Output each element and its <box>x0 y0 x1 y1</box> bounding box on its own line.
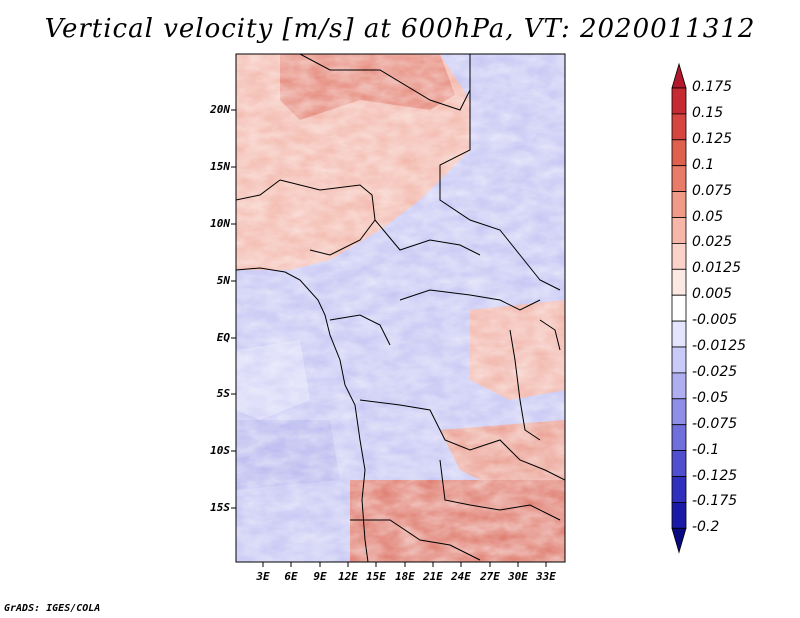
colorbar-top-arrow <box>671 62 687 89</box>
colorbar-segment <box>671 501 687 529</box>
chart-title: Vertical velocity [m/s] at 600hPa, VT: 2… <box>44 14 756 44</box>
grads-credit: GrADS: IGES/COLA <box>4 603 101 614</box>
lon-label-18e: 18E <box>395 570 415 583</box>
velocity-field <box>236 54 565 562</box>
colorbar-segment <box>671 242 687 270</box>
colorbar-label: -0.0125 <box>692 338 747 354</box>
colorbar-segment <box>671 165 687 192</box>
colorbar-label: -0.05 <box>692 389 729 406</box>
colorbar-segment <box>671 268 687 296</box>
colorbar-segment <box>671 372 687 400</box>
colorbar-label: 0.05 <box>692 208 724 225</box>
colorbar-label: 0.075 <box>692 182 733 199</box>
colorbar-bottom-arrow <box>671 527 687 554</box>
lat-label-5s: 5S <box>216 387 230 400</box>
colorbar-label: -0.005 <box>692 312 738 329</box>
lat-label-15n: 15N <box>210 160 230 173</box>
lon-label-12e: 12E <box>338 570 358 583</box>
colorbar-label: -0.1 <box>692 441 720 458</box>
lon-label-24e: 24E <box>451 570 471 583</box>
colorbar <box>671 62 687 554</box>
lat-label-15s: 15S <box>210 501 230 514</box>
colorbar-segment <box>671 476 687 503</box>
lon-label-3e: 3E <box>256 570 270 583</box>
colorbar-segment <box>671 424 687 452</box>
colorbar-segment <box>671 139 687 167</box>
axis-ticks <box>231 109 547 567</box>
colorbar-segment <box>671 191 687 218</box>
lon-label-6e: 6E <box>284 570 298 583</box>
colorbar-segment <box>671 398 687 426</box>
colorbar-segment <box>671 87 687 115</box>
colorbar-label: 0.0125 <box>692 260 741 277</box>
colorbar-label: 0.025 <box>692 234 733 251</box>
colorbar-label: -0.2 <box>692 519 720 536</box>
colorbar-segment <box>671 217 687 244</box>
lat-label-eq: EQ <box>216 331 230 344</box>
colorbar-label: 0.175 <box>692 79 733 95</box>
colorbar-label: 0.125 <box>692 130 733 147</box>
lat-label-10n: 10N <box>210 217 230 230</box>
colorbar-label: -0.075 <box>692 415 738 432</box>
colorbar-label: -0.175 <box>692 493 738 510</box>
colorbar-label: 0.1 <box>692 156 715 173</box>
colorbar-label: -0.125 <box>692 467 738 484</box>
lat-label-10s: 10S <box>210 444 230 457</box>
lon-label-27e: 27E <box>480 570 500 583</box>
lon-label-15e: 15E <box>366 570 386 583</box>
lat-label-20n: 20N <box>210 103 230 116</box>
lon-label-21e: 21E <box>423 570 443 583</box>
lat-label-5n: 5N <box>216 274 230 287</box>
colorbar-segment <box>671 113 687 141</box>
colorbar-label: 0.15 <box>692 104 724 121</box>
colorbar-segment <box>671 320 687 348</box>
country-borders <box>236 54 565 562</box>
lon-label-9e: 9E <box>313 570 327 583</box>
colorbar-segment <box>671 294 687 322</box>
colorbar-label: -0.025 <box>692 363 738 380</box>
colorbar-segment <box>671 346 687 374</box>
colorbar-label: 0.005 <box>692 286 733 303</box>
colorbar-segment <box>671 450 687 477</box>
map-frame <box>235 53 566 563</box>
lon-label-30e: 30E <box>508 570 528 583</box>
lon-label-33e: 33E <box>536 570 556 583</box>
